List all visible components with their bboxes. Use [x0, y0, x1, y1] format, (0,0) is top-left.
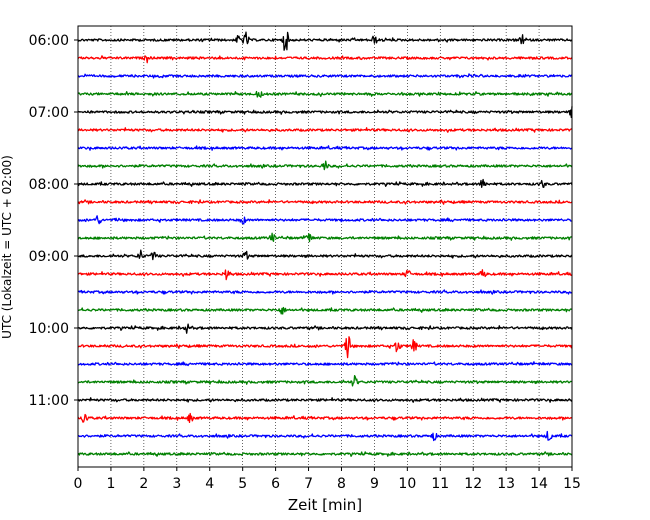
trace-0645	[77, 90, 573, 98]
trace-0830	[77, 215, 572, 225]
x-tick-label-3: 3	[172, 476, 181, 492]
trace-0745	[77, 160, 573, 171]
x-axis-ticks: 0 1 2 3 4 5 6 7 8 9 10 11 12 13 14 15	[74, 467, 581, 492]
trace-0915	[77, 269, 573, 281]
trace-0730	[77, 145, 573, 151]
trace-0715	[77, 127, 573, 133]
y-tick-label-0900: 09:00	[29, 249, 69, 265]
trace-0800	[77, 178, 573, 188]
x-tick-label-4: 4	[205, 476, 214, 492]
x-tick-label-8: 8	[337, 476, 346, 492]
x-tick-label-9: 9	[370, 476, 379, 492]
trace-1115	[77, 412, 573, 424]
trace-1045	[77, 374, 573, 387]
x-tick-label-6: 6	[271, 476, 280, 492]
x-axis-label: Zeit [min]	[288, 496, 362, 514]
trace-1145	[77, 451, 573, 457]
x-tick-label-1: 1	[106, 476, 115, 492]
trace-0900	[77, 249, 573, 261]
y-axis-ticks: 06:00 07:00 08:00 09:00 10:00 11:00	[29, 33, 78, 409]
y-tick-label-0700: 07:00	[29, 105, 69, 121]
x-tick-label-11: 11	[431, 476, 449, 492]
trace-1100	[77, 397, 573, 403]
trace-1030	[77, 361, 572, 367]
trace-0600	[77, 31, 573, 51]
x-tick-label-15: 15	[563, 476, 581, 492]
trace-1015	[77, 336, 573, 359]
x-tick-label-0: 0	[74, 476, 83, 492]
y-tick-label-0800: 08:00	[29, 177, 69, 193]
y-axis-label: UTC (Lokalzeit = UTC + 02:00)	[0, 155, 14, 339]
x-tick-label-5: 5	[238, 476, 247, 492]
x-tick-label-14: 14	[530, 476, 548, 492]
x-tick-label-10: 10	[398, 476, 416, 492]
x-tick-label-13: 13	[497, 476, 515, 492]
trace-0945	[78, 306, 573, 315]
y-tick-label-0600: 06:00	[29, 33, 69, 49]
trace-1000	[77, 323, 573, 334]
trace-1130	[77, 430, 573, 442]
trace-0815	[77, 199, 573, 205]
trace-group	[77, 31, 573, 457]
trace-0700	[77, 106, 573, 119]
y-tick-label-1100: 11:00	[29, 393, 69, 409]
x-tick-label-7: 7	[304, 476, 313, 492]
trace-0930	[77, 289, 573, 295]
plot-frame	[77, 25, 573, 468]
trace-0615	[77, 55, 573, 64]
trace-0845	[77, 232, 573, 243]
y-tick-label-1000: 10:00	[29, 321, 69, 337]
x-tick-label-2: 2	[139, 476, 148, 492]
trace-0630	[77, 73, 573, 79]
x-tick-label-12: 12	[464, 476, 482, 492]
